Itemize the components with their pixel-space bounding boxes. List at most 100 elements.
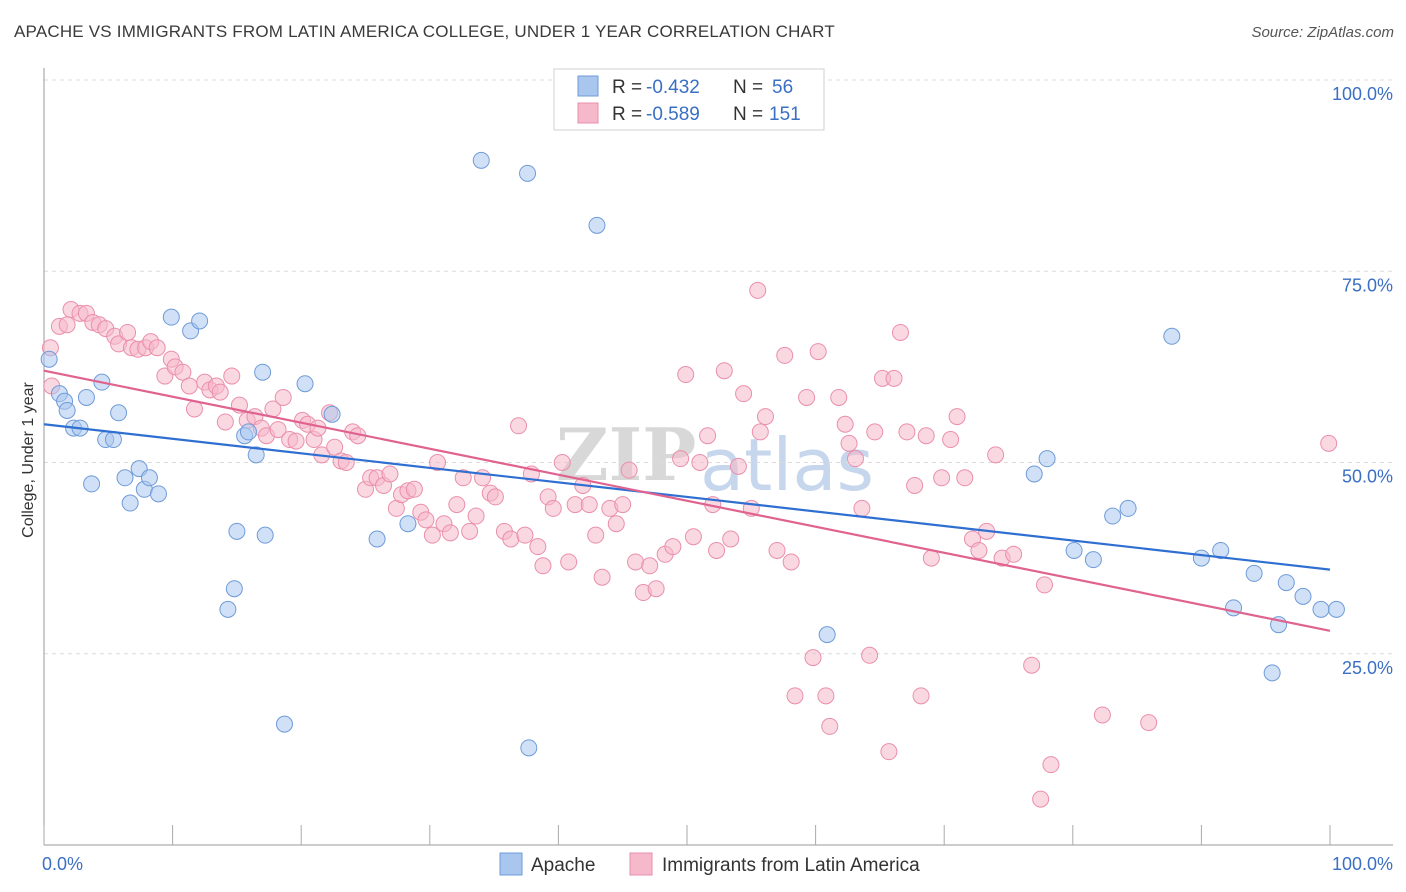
- legend-latin-n-label: N =: [733, 104, 763, 125]
- latin-america-point: [587, 526, 605, 544]
- latin-america-point: [461, 522, 479, 540]
- y-axis-label: College, Under 1 year: [20, 382, 37, 538]
- latin-america-point: [148, 339, 166, 357]
- bottom-legend: Apache Immigrants from Latin America: [499, 852, 920, 876]
- latin-america-point: [786, 687, 804, 705]
- latin-america-point: [287, 432, 305, 450]
- latin-america-point: [751, 423, 769, 441]
- apache-point: [228, 522, 246, 540]
- legend-swatch-latin: [577, 102, 599, 124]
- latin-america-point: [809, 343, 827, 361]
- latin-america-point: [627, 553, 645, 571]
- bottom-legend-swatch-latin: [629, 852, 653, 876]
- latin-america-point: [768, 541, 786, 559]
- latin-america-point: [1005, 545, 1023, 563]
- latin-america-point: [987, 446, 1005, 464]
- latin-america-point: [672, 450, 690, 468]
- apache-point: [58, 401, 76, 419]
- apache-trend-line: [43, 423, 1331, 571]
- y-tick-labels: 25.0% 50.0% 75.0% 100.0%: [1332, 84, 1393, 678]
- y-tick-label: 75.0%: [1342, 275, 1393, 295]
- latin-america-point: [274, 388, 292, 406]
- latin-america-point: [174, 363, 192, 381]
- latin-america-point: [715, 362, 733, 380]
- legend-latin-n-value: 151: [769, 104, 801, 125]
- latin-america-point: [620, 461, 638, 479]
- latin-america-point: [846, 450, 864, 468]
- latin-america-point: [1023, 656, 1041, 674]
- latin-america-point: [580, 496, 598, 514]
- apache-point: [588, 216, 606, 234]
- apache-points: [40, 151, 1345, 757]
- latin-america-point: [891, 323, 909, 341]
- latin-america-point: [933, 469, 951, 487]
- apache-point: [399, 515, 417, 533]
- latin-america-point: [381, 465, 399, 483]
- apache-point: [519, 164, 537, 182]
- latin-america-point: [880, 743, 898, 761]
- x-tick-label-min: 0.0%: [42, 854, 83, 874]
- latin-america-point: [119, 323, 137, 341]
- apache-point: [225, 580, 243, 598]
- apache-point: [116, 469, 134, 487]
- latin-america-point: [735, 385, 753, 403]
- latin-america-point: [677, 366, 695, 384]
- apache-point: [1119, 499, 1137, 517]
- apache-point: [323, 405, 341, 423]
- apache-point: [520, 739, 538, 757]
- apache-point: [162, 308, 180, 326]
- latin-america-point: [417, 511, 435, 529]
- latin-america-point: [922, 549, 940, 567]
- latin-america-point: [861, 646, 879, 664]
- latin-america-point: [970, 541, 988, 559]
- legend-apache-n-label: N =: [733, 77, 763, 98]
- apache-point: [110, 404, 128, 422]
- apache-point: [140, 469, 158, 487]
- latin-america-point: [866, 423, 884, 441]
- apache-point: [275, 715, 293, 733]
- x-ticks: [43, 825, 1331, 845]
- latin-america-point: [912, 687, 930, 705]
- apache-point: [1104, 507, 1122, 525]
- latin-america-point: [906, 476, 924, 494]
- latin-america-point: [756, 408, 774, 426]
- chart-title: APACHE VS IMMIGRANTS FROM LATIN AMERICA …: [14, 22, 835, 41]
- top-legend: R = -0.432 N = 56 R = -0.589 N = 151: [553, 68, 825, 131]
- apache-point: [121, 494, 139, 512]
- apache-point: [1192, 549, 1210, 567]
- latin-america-point: [1093, 706, 1111, 724]
- x-tick-label-max: 100.0%: [1332, 854, 1393, 874]
- latin-america-point: [798, 388, 816, 406]
- source-label: Source: ZipAtlas.com: [1251, 24, 1394, 41]
- latin-america-point: [1042, 756, 1060, 774]
- latin-america-point: [804, 649, 822, 667]
- latin-america-point: [684, 528, 702, 546]
- apache-point: [1212, 541, 1230, 559]
- latin-america-point: [641, 557, 659, 575]
- latin-america-point: [405, 480, 423, 498]
- latin-america-point: [817, 687, 835, 705]
- y-tick-label: 50.0%: [1342, 467, 1393, 487]
- latin-america-point: [749, 281, 767, 299]
- legend-apache-r-value: -0.432: [646, 77, 700, 98]
- latin-america-point: [664, 538, 682, 556]
- latin-america-point: [326, 438, 344, 456]
- apache-point: [1025, 465, 1043, 483]
- latin-america-point: [269, 421, 287, 439]
- latin-america-point: [544, 499, 562, 517]
- apache-point: [1245, 564, 1263, 582]
- latin-america-point: [454, 469, 472, 487]
- latin-america-point: [885, 369, 903, 387]
- legend-latin-r-value: -0.589: [646, 104, 700, 125]
- apache-point: [254, 363, 272, 381]
- latin-america-point: [216, 413, 234, 431]
- latin-america-point: [510, 417, 528, 435]
- latin-america-point: [607, 515, 625, 533]
- bottom-legend-apache: Apache: [531, 855, 595, 876]
- latin-america-point: [647, 580, 665, 598]
- latin-america-point: [853, 499, 871, 517]
- legend-apache-r-label: R =: [612, 77, 642, 98]
- apache-point: [1065, 541, 1083, 559]
- latin-america-point: [821, 717, 839, 735]
